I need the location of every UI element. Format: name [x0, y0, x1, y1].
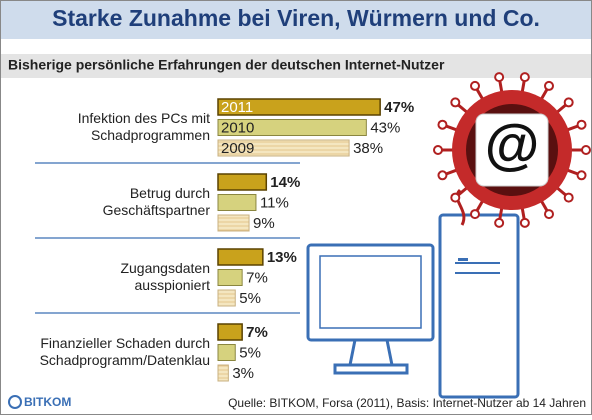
virus-knob	[563, 192, 574, 203]
value-label: 3%	[232, 365, 254, 382]
value-label: 14%	[270, 174, 300, 191]
virus-knob	[544, 80, 554, 91]
bar	[217, 289, 236, 307]
bar	[217, 344, 236, 361]
virus-knob	[437, 119, 448, 130]
virus-knob	[494, 217, 505, 228]
bar	[217, 119, 367, 136]
value-label: 11%	[260, 194, 289, 211]
legend-label: 2009	[221, 140, 254, 157]
virus-knob	[437, 170, 448, 181]
virus-knob	[433, 145, 443, 155]
virus-knob	[470, 80, 480, 91]
bar	[217, 98, 381, 116]
virus-knob	[450, 97, 461, 108]
virus-knob	[494, 72, 505, 83]
category-label: Infektion des PCs mit Schadprogrammen	[78, 110, 210, 143]
value-label: 47%	[384, 99, 414, 116]
bar	[217, 139, 350, 157]
bar	[217, 214, 250, 232]
virus-knob	[544, 209, 554, 220]
value-label: 43%	[370, 119, 400, 136]
at-sign: @	[485, 112, 540, 175]
virus-knob	[563, 97, 574, 108]
virus-knob	[470, 209, 480, 220]
legend-label: 2010	[221, 119, 254, 136]
bar	[217, 173, 268, 191]
title-band	[1, 1, 591, 39]
virus-illustration	[433, 72, 591, 228]
virus-knob	[519, 217, 530, 228]
virus-tail	[455, 188, 466, 226]
category-label: Finanzieller Schaden durch Schadprogramm/…	[40, 335, 210, 368]
virus-knob	[519, 72, 530, 83]
chart-title: Starke Zunahme bei Viren, Würmern und Co…	[52, 5, 540, 31]
value-label: 5%	[239, 344, 261, 361]
virus-knob	[450, 192, 461, 203]
value-label: 5%	[239, 290, 261, 307]
category-label: Betrug durch Geschäftspartner	[103, 185, 211, 218]
value-label: 7%	[246, 269, 268, 286]
legend-label: 2011	[221, 99, 253, 116]
chart-subtitle: Bisherige persönliche Erfahrungen der de…	[8, 57, 445, 73]
logo-icon	[8, 395, 22, 409]
at-box	[475, 113, 549, 187]
bar	[217, 248, 264, 266]
category-label: Zugangsdaten ausspioniert	[120, 260, 210, 293]
bar	[217, 364, 229, 382]
virus-knob	[576, 170, 587, 181]
virus-knob	[576, 119, 587, 130]
value-label: 13%	[267, 249, 297, 266]
value-label: 38%	[353, 140, 383, 157]
bar	[217, 269, 243, 286]
value-label: 9%	[253, 215, 275, 232]
source: Quelle: BITKOM, Forsa (2011), Basis: Int…	[228, 396, 586, 410]
logo: BITKOM	[24, 395, 71, 409]
bar	[217, 194, 257, 211]
bar	[217, 323, 243, 341]
virus-knob	[581, 145, 591, 155]
value-label: 7%	[246, 324, 268, 341]
subtitle-band	[1, 54, 591, 78]
